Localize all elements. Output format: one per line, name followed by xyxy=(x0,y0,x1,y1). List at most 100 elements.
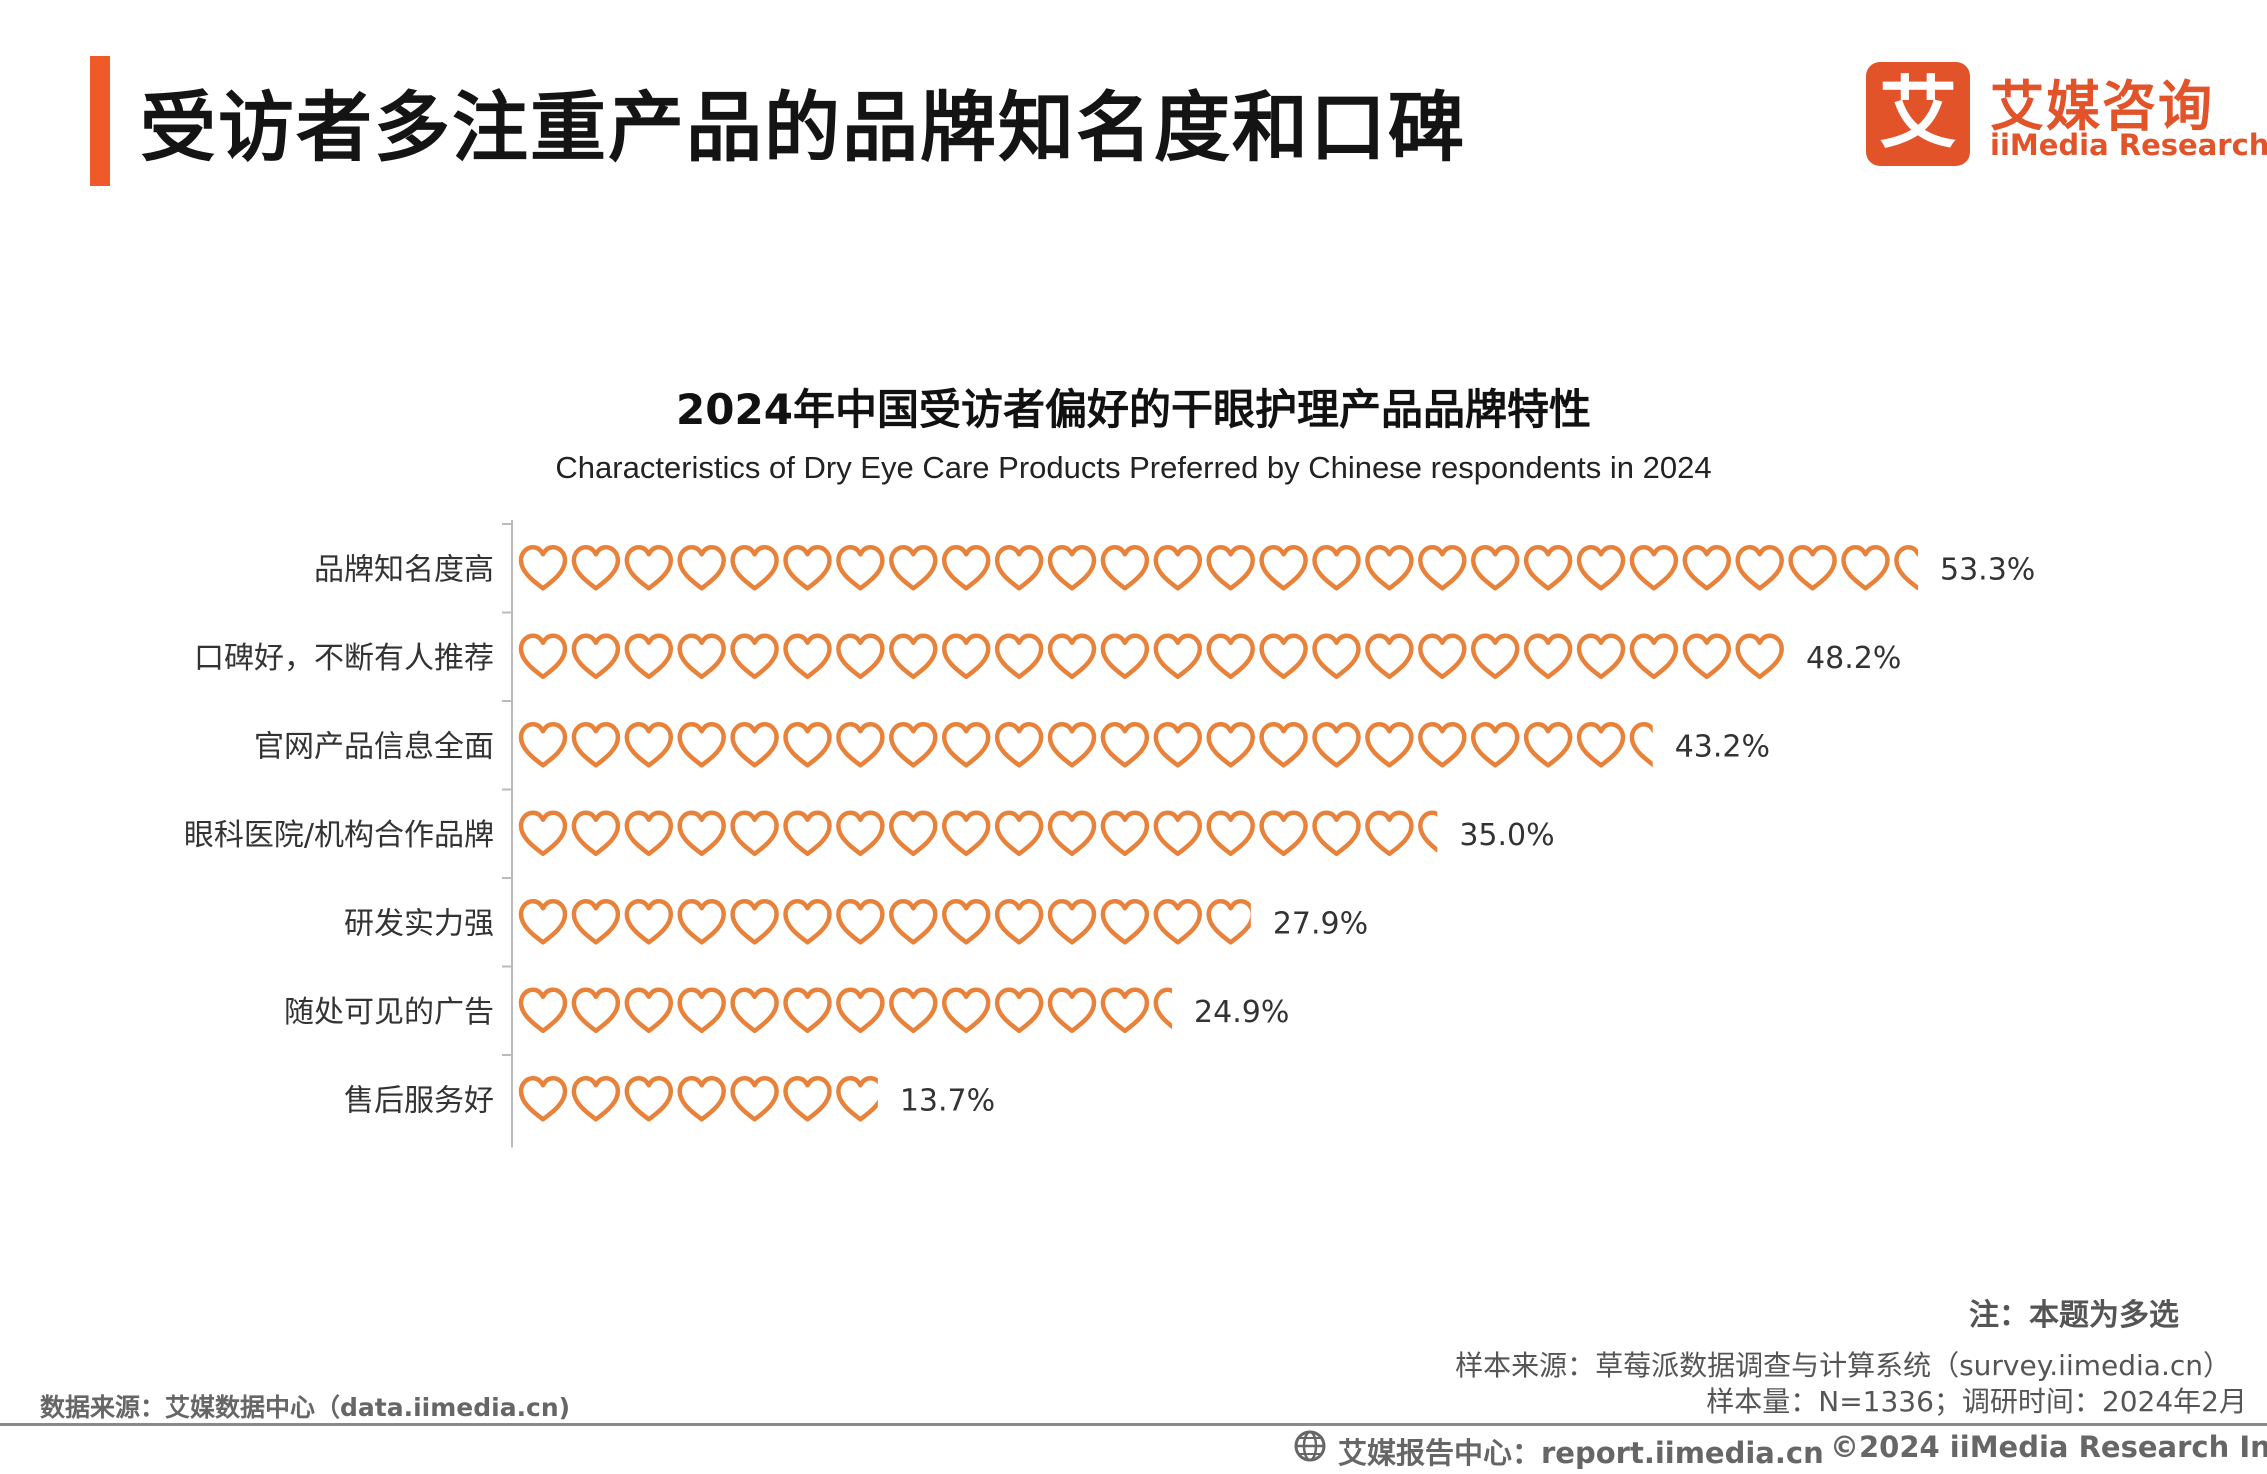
heart-mark xyxy=(1206,722,1255,768)
category-label: 官网产品信息全面 xyxy=(254,729,494,764)
heart-mark xyxy=(994,722,1044,768)
heart-mark xyxy=(1312,810,1361,857)
heart-bar xyxy=(518,810,1438,857)
heart-mark xyxy=(1894,545,1918,591)
heart-mark xyxy=(1153,899,1203,945)
heart-mark xyxy=(1682,633,1732,680)
heart-mark xyxy=(836,545,885,591)
heart-bar xyxy=(518,545,1918,591)
heart-mark xyxy=(571,899,621,945)
heart-mark xyxy=(1259,633,1308,680)
value-label: 13.7% xyxy=(900,1083,995,1118)
heart-mark xyxy=(677,987,726,1034)
heart-mark xyxy=(571,810,621,857)
page-title: 受访者多注重产品的品牌知名度和口碑 xyxy=(140,83,1466,172)
logo-glyph: 艾 xyxy=(1878,69,1957,159)
title-accent-bar xyxy=(90,56,110,186)
heart-mark xyxy=(836,899,885,945)
heart-mark xyxy=(783,545,832,591)
heart-mark xyxy=(994,545,1044,591)
category-label: 口碑好，不断有人推荐 xyxy=(194,641,494,676)
heart-mark xyxy=(889,545,938,591)
heart-mark xyxy=(1365,545,1414,591)
heart-mark xyxy=(571,722,621,768)
heart-mark xyxy=(1100,899,1150,945)
heart-mark xyxy=(994,987,1044,1034)
heart-mark xyxy=(836,810,885,857)
heart-mark xyxy=(1629,633,1679,680)
heart-mark xyxy=(1259,545,1308,591)
globe-icon xyxy=(1294,1430,1326,1462)
logo-name-cn: 艾媒咨询 xyxy=(1990,75,2214,138)
value-label: 43.2% xyxy=(1675,729,1770,764)
heart-mark xyxy=(941,899,991,945)
heart-mark xyxy=(677,633,726,680)
footer-divider xyxy=(0,1423,2267,1426)
heart-mark xyxy=(889,722,938,768)
category-label: 售后服务好 xyxy=(344,1083,494,1118)
heart-mark xyxy=(994,899,1044,945)
heart-mark xyxy=(518,633,568,680)
footer-copyright: ©2024 iiMedia Research Inc xyxy=(1830,1430,2267,1464)
heart-mark xyxy=(783,633,832,680)
heart-mark xyxy=(1365,633,1414,680)
chart-title: 2024年中国受访者偏好的干眼护理产品品牌特性 xyxy=(676,385,1591,434)
heart-mark xyxy=(1629,545,1679,591)
heart-mark xyxy=(1100,633,1150,680)
heart-mark xyxy=(1576,722,1626,768)
heart-mark xyxy=(994,633,1044,680)
heart-mark xyxy=(1047,545,1097,591)
category-label: 研发实力强 xyxy=(344,906,494,941)
category-label: 品牌知名度高 xyxy=(314,552,494,587)
category-label: 眼科医院/机构合作品牌 xyxy=(184,818,494,853)
heart-bar xyxy=(518,1076,878,1122)
iimedia-logo: 艾 艾媒咨询 iiMedia Research xyxy=(1866,62,2267,170)
heart-mark xyxy=(1523,545,1573,591)
heart-mark xyxy=(730,545,779,591)
heart-mark xyxy=(1047,722,1097,768)
footer-report-center: 艾媒报告中心：report.iimedia.cn xyxy=(1338,1436,1824,1470)
heart-mark xyxy=(518,722,568,768)
heart-mark xyxy=(677,1076,726,1122)
logo-name-en: iiMedia Research xyxy=(1990,128,2267,162)
value-label: 48.2% xyxy=(1806,641,1901,676)
heart-bar xyxy=(518,987,1173,1034)
heart-mark xyxy=(941,810,991,857)
heart-mark xyxy=(1206,545,1255,591)
value-label: 53.3% xyxy=(1940,552,2035,587)
heart-mark xyxy=(836,1076,878,1122)
data-source: 数据来源：艾媒数据中心（data.iimedia.cn) xyxy=(40,1393,571,1422)
heart-mark xyxy=(1047,987,1097,1034)
heart-mark xyxy=(1523,722,1573,768)
heart-mark xyxy=(1841,545,1890,591)
heart-mark xyxy=(836,633,885,680)
heart-mark xyxy=(783,1076,832,1122)
heart-mark xyxy=(1735,633,1784,680)
heart-mark xyxy=(1470,545,1520,591)
heart-mark xyxy=(1206,899,1251,945)
sample-source: 样本来源：草莓派数据调查与计算系统（survey.iimedia.cn） xyxy=(1455,1349,2231,1382)
heart-mark xyxy=(836,722,885,768)
heart-mark xyxy=(1259,810,1308,857)
heart-mark xyxy=(889,633,938,680)
heart-mark xyxy=(1312,633,1361,680)
heart-mark xyxy=(518,1076,568,1122)
heart-mark xyxy=(677,722,726,768)
heart-mark xyxy=(677,810,726,857)
heart-mark xyxy=(1153,633,1203,680)
heart-mark xyxy=(1100,545,1150,591)
heart-mark xyxy=(571,1076,621,1122)
logo-mark: 艾 xyxy=(1866,62,1970,166)
heart-mark xyxy=(730,899,779,945)
heart-mark xyxy=(1153,987,1173,1030)
value-label: 24.9% xyxy=(1194,995,1289,1030)
heart-bar xyxy=(518,633,1784,680)
heart-mark xyxy=(1735,545,1784,591)
heart-mark xyxy=(1312,545,1361,591)
heart-mark xyxy=(1100,810,1150,857)
heart-mark xyxy=(1629,722,1653,768)
heart-mark xyxy=(624,810,674,857)
heart-mark xyxy=(1788,545,1837,591)
heart-mark xyxy=(730,810,779,857)
heart-mark xyxy=(1418,633,1467,680)
